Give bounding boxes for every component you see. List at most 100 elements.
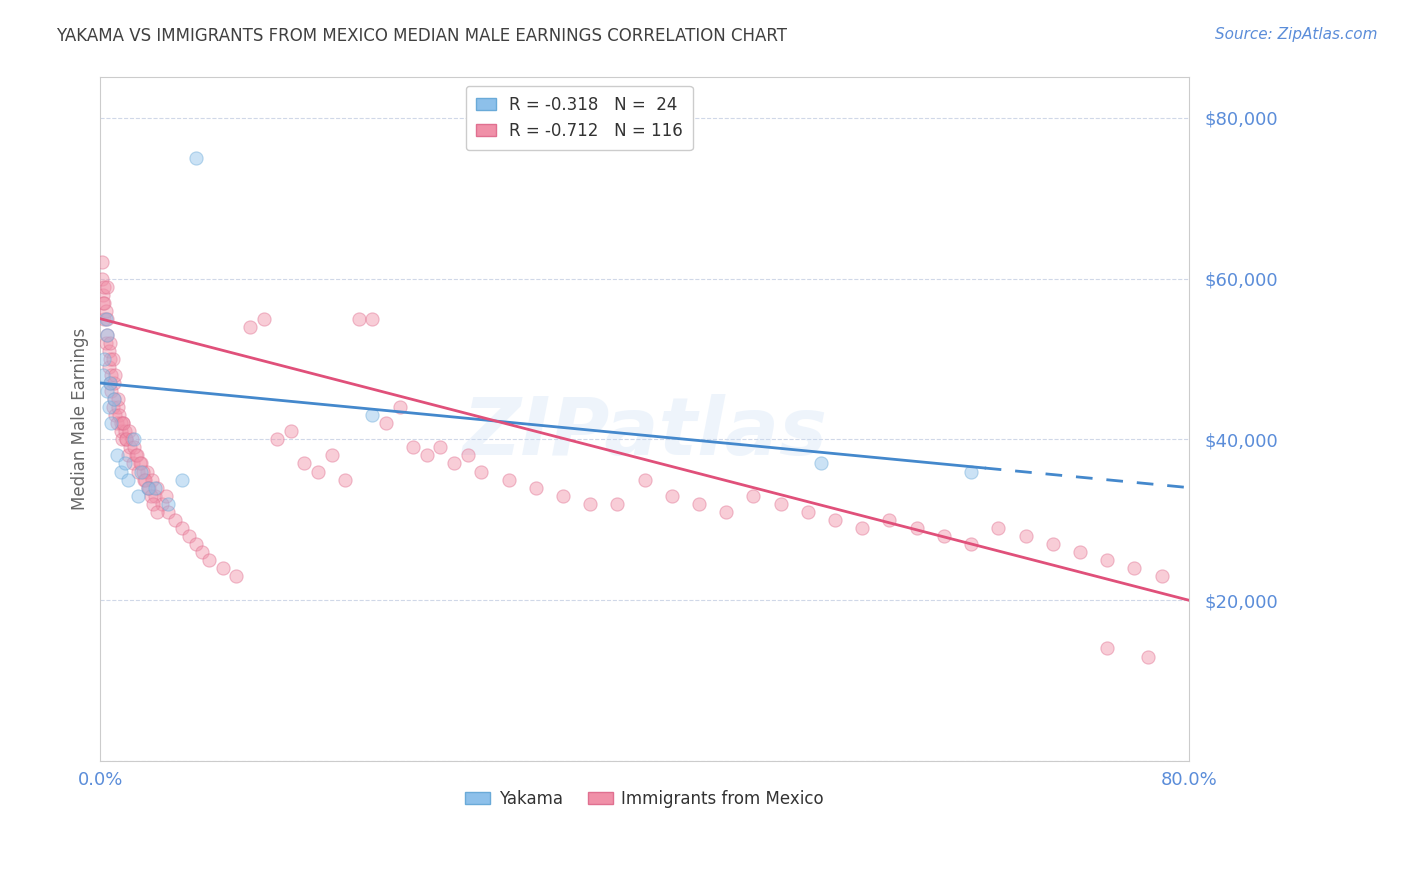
Point [191,545,214,559]
Point [307,465,329,479]
Text: Source: ZipAtlas.com: Source: ZipAtlas.com [1215,27,1378,42]
Point [824,513,846,527]
Point [280,425,302,439]
Point [1042,537,1064,551]
Point [932,529,955,543]
Point [143,481,166,495]
Point [134,473,156,487]
Point [146,481,169,495]
Point [606,497,628,511]
Point [141,473,163,487]
Point [115,433,138,447]
Point [114,425,136,439]
Point [150,497,173,511]
Point [361,409,384,423]
Point [98,351,121,366]
Point [429,441,451,455]
Point [121,433,143,447]
Point [143,489,166,503]
Point [688,497,710,511]
Point [117,449,139,463]
Point [136,481,159,495]
Point [443,457,465,471]
Point [103,376,125,390]
Point [94,335,117,350]
Point [184,151,207,165]
Point [742,489,765,503]
Point [105,417,128,431]
Point [457,449,479,463]
Point [91,368,114,382]
Point [124,433,146,447]
Point [470,465,492,479]
Point [155,489,177,503]
Point [96,279,118,293]
Point [361,311,384,326]
Point [797,505,820,519]
Point [96,327,118,342]
Point [1136,649,1159,664]
Point [131,465,153,479]
Point [1123,561,1146,575]
Point [97,343,120,358]
Point [90,271,112,285]
Point [101,351,124,366]
Point [103,392,125,406]
Point [96,311,118,326]
Point [157,497,180,511]
Point [124,441,146,455]
Point [125,449,148,463]
Point [633,473,655,487]
Point [105,449,128,463]
Point [110,425,132,439]
Point [103,392,125,406]
Text: YAKAMA VS IMMIGRANTS FROM MEXICO MEDIAN MALE EARNINGS CORRELATION CHART: YAKAMA VS IMMIGRANTS FROM MEXICO MEDIAN … [56,27,787,45]
Point [211,561,233,575]
Point [128,457,150,471]
Point [239,319,262,334]
Point [1095,641,1118,656]
Point [347,311,370,326]
Point [93,295,115,310]
Point [101,400,124,414]
Point [138,481,160,495]
Point [94,311,117,326]
Point [111,433,134,447]
Point [184,537,207,551]
Point [112,417,135,431]
Point [524,481,547,495]
Point [170,521,193,535]
Point [107,400,129,414]
Point [987,521,1010,535]
Point [110,465,132,479]
Point [93,311,115,326]
Point [402,441,425,455]
Point [127,465,149,479]
Point [165,513,187,527]
Text: ZIPatlas: ZIPatlas [463,394,827,472]
Point [1150,569,1173,583]
Point [252,311,274,326]
Point [110,417,132,431]
Point [136,481,159,495]
Point [146,505,169,519]
Point [114,457,136,471]
Point [177,529,200,543]
Point [1069,545,1091,559]
Point [851,521,873,535]
Point [108,409,131,423]
Point [139,489,162,503]
Point [769,497,792,511]
Point [960,537,983,551]
Point [94,303,117,318]
Point [96,327,118,342]
Point [100,368,122,382]
Point [716,505,738,519]
Point [1014,529,1036,543]
Point [225,569,247,583]
Point [388,400,411,414]
Point [960,465,983,479]
Point [498,473,520,487]
Point [90,255,112,269]
Point [579,497,602,511]
